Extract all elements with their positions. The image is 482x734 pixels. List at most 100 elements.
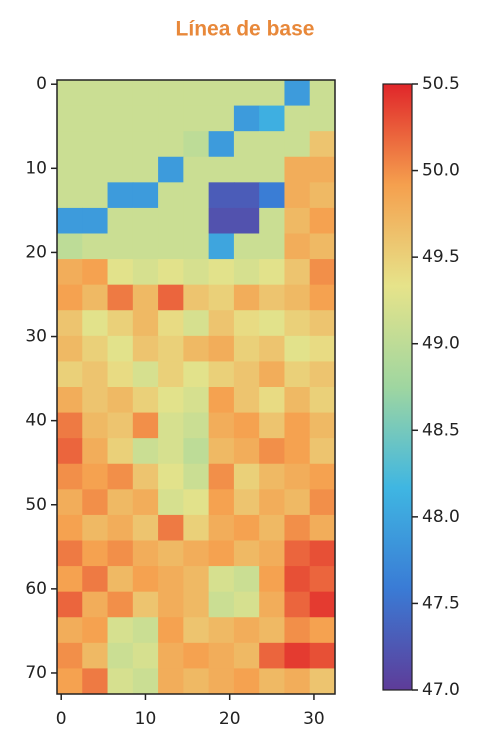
heat-cell [57,412,83,439]
y-tick-label: 10 [25,158,47,178]
heat-cell [158,80,184,107]
heat-cell [309,182,336,209]
heat-cell [57,514,83,541]
heat-cell [284,438,311,465]
heat-cell [284,412,311,439]
heat-cell [82,617,109,644]
heat-cell [233,591,260,618]
heat-cell [284,233,311,260]
heat-cell [107,438,134,465]
heat-cell [158,156,184,183]
heat-cell [259,540,285,567]
heat-cell [259,310,285,337]
heat-cell [132,335,159,362]
heat-cell [107,387,134,414]
heat-cell [158,591,184,618]
colorbar-tick-label: 50.5 [422,74,460,94]
heat-cell [57,156,83,183]
heat-cell [183,668,210,695]
y-tick-label: 50 [25,495,47,515]
heat-cell [82,412,109,439]
heat-cell [132,617,159,644]
heat-cell [57,540,83,567]
heat-cell [233,438,260,465]
heat-cell [132,233,159,260]
heat-cell [309,335,336,362]
heat-cell [259,233,285,260]
heat-cell [107,514,134,541]
heat-cell [208,233,235,260]
heat-cell [208,310,235,337]
heat-cell [208,387,235,414]
x-tick-label: 0 [56,709,67,729]
heat-cell [183,207,210,234]
colorbar-tick-label: 47.5 [422,593,460,613]
heat-cell [284,540,311,567]
heat-cell [259,591,285,618]
heat-cell [183,591,210,618]
heat-cell [82,105,109,132]
heat-cell [284,80,311,107]
heat-cell [57,668,83,695]
heat-cell [309,412,336,439]
heat-cell [183,80,210,107]
heat-cell [107,233,134,260]
heat-cell [284,514,311,541]
heat-cell [309,259,336,286]
heat-cell [183,156,210,183]
heat-cell [284,182,311,209]
heat-cell [284,668,311,695]
heat-cell [158,463,184,490]
heat-cell [259,489,285,516]
heat-cell [259,80,285,107]
heat-cell [82,463,109,490]
heat-cell [284,105,311,132]
heat-cell [57,642,83,669]
heat-cell [309,105,336,132]
heat-cell [107,617,134,644]
heat-cell [183,463,210,490]
heat-cell [208,335,235,362]
heat-cell [82,591,109,618]
heat-cell [57,182,83,209]
heat-cell [259,566,285,593]
heat-cell [132,310,159,337]
heat-cell [309,438,336,465]
heat-cell [107,591,134,618]
heat-cell [233,182,260,209]
heat-cell [183,259,210,286]
heat-cell [208,182,235,209]
heat-cell [57,591,83,618]
heat-cell [57,617,83,644]
heat-cell [233,387,260,414]
heat-cell [233,617,260,644]
heat-cell [82,310,109,337]
colorbar-tick-label: 48.0 [422,507,460,527]
heat-cell [183,310,210,337]
heat-cell [132,591,159,618]
heat-cell [107,156,134,183]
heat-cell [107,80,134,107]
heat-cell [82,131,109,158]
heat-cell [132,105,159,132]
heat-cell [309,387,336,414]
heat-cell [284,131,311,158]
heat-cell [57,335,83,362]
heat-cell [82,207,109,234]
heat-cell [57,105,83,132]
heat-cell [132,207,159,234]
heat-cell [208,156,235,183]
heat-cell [158,131,184,158]
heat-cell [183,412,210,439]
heat-cell [158,284,184,311]
heat-cell [107,105,134,132]
heat-cell [284,463,311,490]
heat-cell [309,617,336,644]
heat-cell [309,131,336,158]
heat-cell [309,642,336,669]
heat-cell [309,540,336,567]
heat-cell [183,438,210,465]
heat-cell [158,233,184,260]
heat-cell [158,489,184,516]
heat-cell [309,668,336,695]
